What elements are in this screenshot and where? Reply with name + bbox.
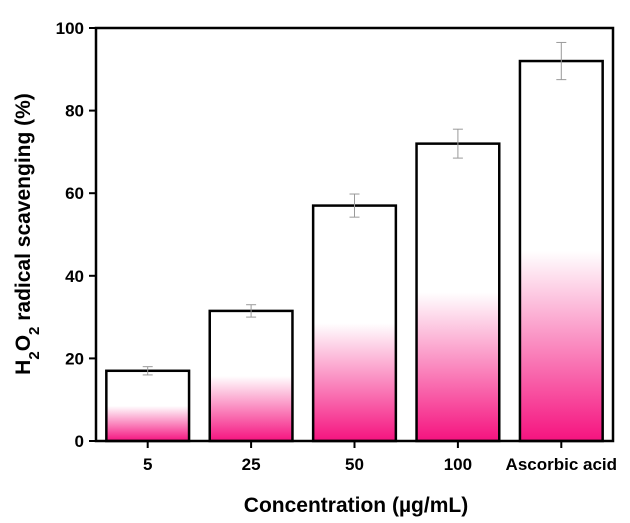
y-tick-label: 80 <box>65 102 84 121</box>
bars <box>105 59 604 443</box>
bar <box>311 204 398 443</box>
x-axis-ticks: 5 25 50 100 Ascorbic acid <box>143 441 617 474</box>
bar <box>105 369 191 443</box>
x-tick-label: 5 <box>143 455 152 474</box>
x-tick-label: 25 <box>242 455 261 474</box>
y-axis-title: H2O2 radical scavenging (%) <box>12 93 43 375</box>
y-tick-label: 60 <box>65 184 84 203</box>
bar <box>518 59 604 443</box>
y-tick-label: 20 <box>65 349 84 368</box>
y-tick-label: 0 <box>75 432 84 451</box>
x-axis-title: Concentration (µg/mL) <box>244 494 468 517</box>
y-tick-label: 100 <box>56 19 84 38</box>
error-bars <box>142 41 567 376</box>
x-tick-label: Ascorbic acid <box>506 455 618 474</box>
x-tick-label: 50 <box>345 455 364 474</box>
y-axis-ticks: 0 20 40 60 80 100 <box>56 19 96 451</box>
bar <box>208 309 294 443</box>
x-tick-label: 100 <box>444 455 472 474</box>
bar <box>415 142 501 443</box>
y-tick-label: 40 <box>65 267 84 286</box>
